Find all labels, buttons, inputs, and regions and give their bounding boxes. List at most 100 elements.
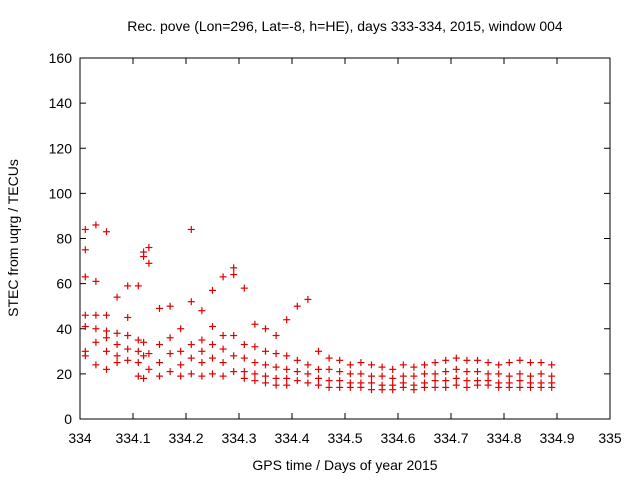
data-point	[251, 320, 259, 328]
data-point	[92, 311, 100, 319]
x-tick-label: 334.9	[539, 430, 574, 446]
data-point	[113, 359, 121, 367]
data-point	[103, 334, 110, 342]
data-point	[283, 381, 291, 389]
data-point	[421, 370, 428, 378]
y-tick-label: 20	[56, 366, 72, 382]
data-point	[92, 277, 100, 285]
x-tick-label: 334.7	[433, 430, 468, 446]
data-point	[240, 374, 248, 382]
data-point	[283, 352, 291, 360]
data-point	[177, 361, 185, 369]
data-point	[389, 374, 397, 382]
data-point	[495, 370, 503, 378]
data-point	[219, 372, 227, 380]
data-point	[113, 341, 121, 349]
data-point	[304, 379, 312, 387]
data-point	[262, 361, 269, 369]
data-point	[527, 383, 534, 391]
data-point	[240, 354, 248, 362]
data-point	[357, 359, 365, 367]
data-point	[283, 316, 291, 324]
data-point	[124, 282, 132, 290]
data-point	[140, 352, 148, 360]
data-point	[495, 361, 503, 369]
data-point	[346, 361, 354, 369]
data-point	[325, 383, 333, 391]
data-point	[166, 350, 174, 358]
data-point	[293, 356, 301, 364]
data-point	[209, 286, 216, 294]
data-point	[240, 341, 248, 349]
data-point	[548, 361, 556, 369]
data-point	[442, 377, 450, 385]
data-point	[209, 341, 216, 349]
data-point	[389, 365, 397, 373]
data-point	[505, 359, 513, 367]
data-point	[431, 359, 439, 367]
data-point	[262, 347, 269, 355]
data-point	[357, 383, 365, 391]
data-point	[113, 293, 121, 301]
data-point	[368, 386, 375, 394]
data-point	[251, 343, 259, 351]
data-point	[272, 332, 280, 340]
data-point	[140, 374, 148, 382]
x-tick-label: 334.5	[327, 430, 362, 446]
data-point	[240, 368, 248, 376]
data-point	[145, 244, 153, 252]
y-axis-label: STEC from uqrg / TECUs	[5, 159, 21, 317]
data-point	[177, 347, 185, 355]
data-point	[124, 345, 132, 353]
y-tick-label: 120	[49, 140, 73, 156]
data-point	[219, 332, 227, 340]
data-point	[474, 356, 481, 364]
data-point	[315, 374, 322, 382]
data-point	[378, 363, 386, 371]
data-point	[484, 370, 492, 378]
data-point	[516, 383, 524, 391]
data-point	[187, 370, 195, 378]
data-point	[92, 361, 100, 369]
data-point	[304, 295, 312, 303]
data-point	[537, 370, 545, 378]
y-axis: 0 20 40 60 80 100 120 140 160	[49, 50, 610, 427]
data-point	[315, 365, 322, 373]
x-tick-label: 334.2	[168, 430, 203, 446]
data-point	[209, 370, 216, 378]
data-point	[474, 368, 481, 376]
data-point	[304, 361, 312, 369]
data-point	[81, 246, 89, 254]
data-point	[272, 374, 280, 382]
data-point	[421, 383, 428, 391]
data-point	[81, 273, 89, 281]
data-point	[134, 282, 142, 290]
data-point	[399, 361, 407, 369]
data-point	[230, 352, 238, 360]
data-point	[81, 322, 89, 330]
data-point	[103, 365, 110, 373]
y-tick-label: 60	[56, 276, 72, 292]
data-point	[103, 311, 110, 319]
data-point	[527, 359, 534, 367]
data-point	[452, 374, 460, 382]
data-point	[325, 354, 333, 362]
data-point	[463, 383, 471, 391]
data-point	[527, 372, 534, 380]
y-tick-label: 40	[56, 321, 72, 337]
data-point	[293, 377, 301, 385]
data-point	[124, 332, 132, 340]
data-point	[251, 359, 259, 367]
data-point	[103, 228, 110, 236]
data-point	[81, 311, 89, 319]
chart-title: Rec. pove (Lon=296, Lat=-8, h=HE), days …	[127, 18, 563, 34]
data-point	[240, 284, 248, 292]
data-point	[442, 356, 450, 364]
data-point	[187, 225, 195, 233]
data-point	[134, 347, 142, 355]
y-tick-label: 100	[49, 185, 73, 201]
data-point	[230, 264, 238, 272]
data-point	[134, 359, 142, 367]
data-point	[145, 365, 153, 373]
